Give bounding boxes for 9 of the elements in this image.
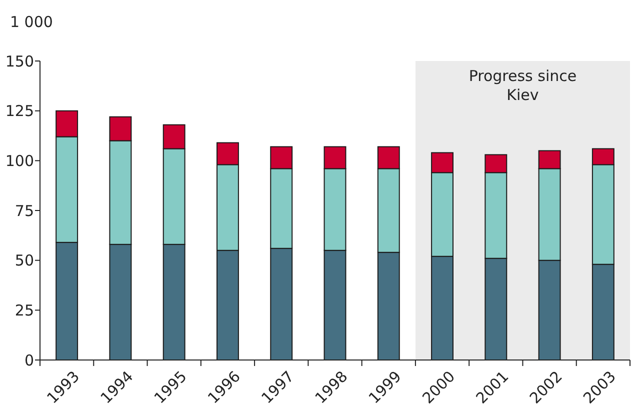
y-tick-label: 25 [14, 301, 34, 320]
y-tick-label: 75 [14, 202, 34, 220]
y-tick-label: 125 [5, 102, 34, 120]
y-tick-label: 50 [14, 252, 34, 270]
y-tick-label: 100 [5, 152, 34, 170]
y-tick-label: 150 [5, 52, 34, 70]
band-label: Progress since Kiev [468, 67, 577, 104]
y-axis-title: 1 000 [10, 13, 53, 31]
y-tick-label: 0 [24, 351, 34, 370]
